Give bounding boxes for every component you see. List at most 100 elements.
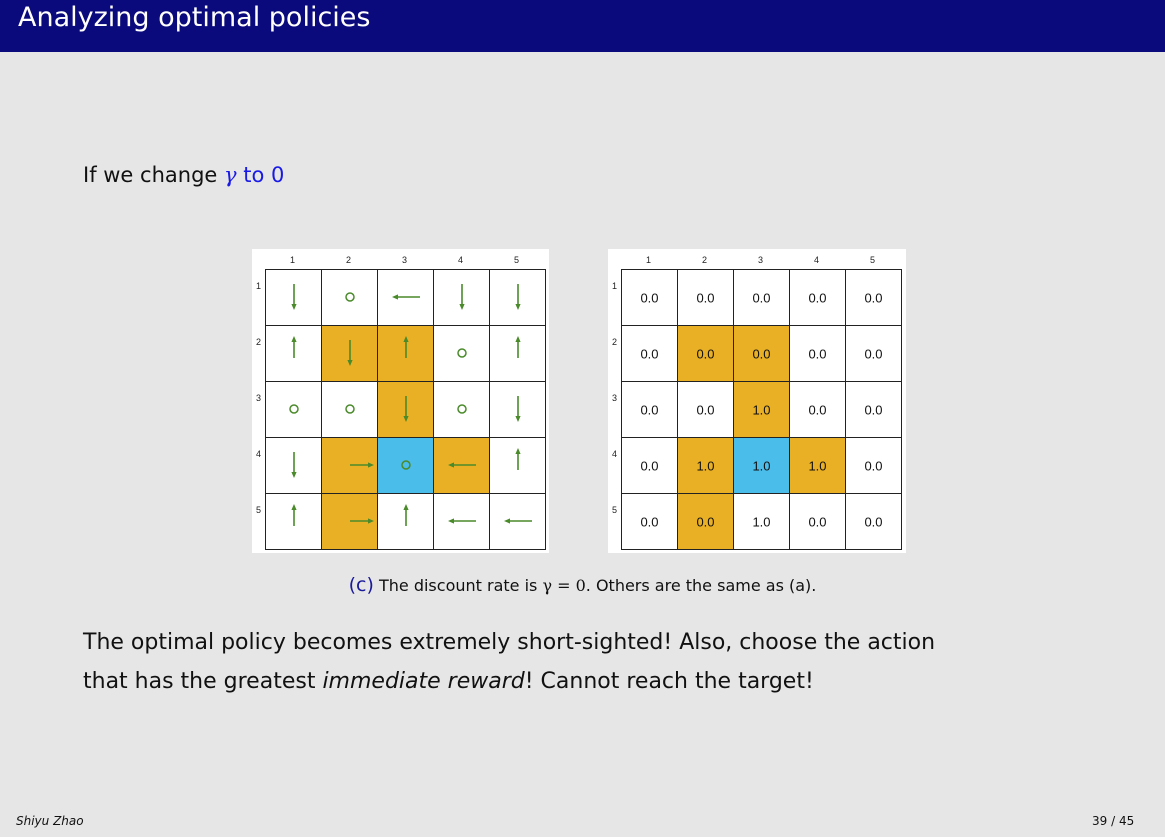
state-value: 0.0 — [808, 514, 827, 529]
state-value: 0.0 — [640, 402, 659, 417]
value-cell-3-5: 0.0 — [845, 381, 902, 438]
value-cell-3-2: 0.0 — [677, 381, 734, 438]
policy-cell-1-5 — [489, 269, 546, 326]
caption-text-before: The discount rate is — [378, 576, 543, 595]
state-value: 0.0 — [696, 290, 715, 305]
arrow-right-icon — [350, 462, 374, 468]
state-value: 0.0 — [864, 458, 883, 473]
body-line-1: The optimal policy becomes extremely sho… — [83, 630, 936, 655]
state-value: 1.0 — [808, 458, 827, 473]
slide-title: Analyzing optimal policies — [18, 2, 371, 33]
policy-cell-5-1 — [265, 493, 322, 550]
state-value: 0.0 — [864, 346, 883, 361]
arrow-down-icon — [291, 452, 297, 478]
arrow-up-icon — [403, 336, 409, 358]
policy-cell-2-2 — [321, 325, 378, 382]
arrow-left-icon — [448, 462, 476, 468]
policy-cell-2-1 — [265, 325, 322, 382]
row-label-4: 4 — [612, 449, 618, 459]
value-cell-2-2: 0.0 — [677, 325, 734, 382]
value-cell-4-4: 1.0 — [789, 437, 846, 494]
policy-grid-panel: 1 2 3 4 5 1 2 3 4 5 — [252, 249, 549, 553]
value-cell-4-1: 0.0 — [621, 437, 678, 494]
intro-text: If we change γ to 0 — [83, 163, 284, 187]
stay-circle-icon — [345, 292, 355, 302]
column-label-4: 4 — [458, 255, 464, 265]
policy-cell-5-2 — [321, 493, 378, 550]
state-value: 0.0 — [640, 514, 659, 529]
policy-cell-4-2 — [321, 437, 378, 494]
body-line-2-after: ! Cannot reach the target! — [524, 669, 814, 694]
state-value: 0.0 — [864, 514, 883, 529]
value-cell-5-5: 0.0 — [845, 493, 902, 550]
state-value: 1.0 — [752, 514, 771, 529]
value-cell-3-4: 0.0 — [789, 381, 846, 438]
policy-cell-1-2 — [321, 269, 378, 326]
state-value: 0.0 — [808, 346, 827, 361]
figure-caption: (c) The discount rate is γ = 0. Others a… — [0, 574, 1165, 596]
body-line-2-before: that has the greatest — [83, 669, 323, 694]
state-value-grid-panel: 0.0 0.0 0.0 0.0 0.0 0.0 0.0 0.0 0.0 0.0 0.0 0.0 1.0 0… — [608, 249, 906, 553]
arrow-up-icon — [515, 336, 521, 358]
arrow-up-icon — [515, 448, 521, 470]
row-label-5: 5 — [256, 505, 262, 515]
column-label-3: 3 — [758, 255, 764, 265]
state-value: 0.0 — [696, 514, 715, 529]
value-cell-4-2: 1.0 — [677, 437, 734, 494]
stay-circle-icon — [289, 404, 299, 414]
state-value: 0.0 — [864, 290, 883, 305]
stay-circle-icon — [457, 404, 467, 414]
row-label-4: 4 — [256, 449, 262, 459]
state-value: 0.0 — [696, 402, 715, 417]
policy-cell-1-3 — [377, 269, 434, 326]
arrow-left-icon — [448, 518, 476, 524]
policy-cell-3-5 — [489, 381, 546, 438]
value-cell-1-4: 0.0 — [789, 269, 846, 326]
value-cell-4-5: 0.0 — [845, 437, 902, 494]
state-value: 0.0 — [696, 346, 715, 361]
policy-cell-2-4 — [433, 325, 490, 382]
value-cell-1-5: 0.0 — [845, 269, 902, 326]
policy-cell-4-5 — [489, 437, 546, 494]
state-value: 0.0 — [808, 290, 827, 305]
value-cell-1-1: 0.0 — [621, 269, 678, 326]
caption-label: (c) — [348, 574, 374, 596]
policy-cell-4-1 — [265, 437, 322, 494]
stay-circle-icon — [457, 348, 467, 358]
value-cell-5-4: 0.0 — [789, 493, 846, 550]
arrow-up-icon — [291, 336, 297, 358]
state-value: 0.0 — [640, 458, 659, 473]
row-label-5: 5 — [612, 505, 618, 515]
arrow-up-icon — [291, 504, 297, 526]
value-cell-2-3: 0.0 — [733, 325, 790, 382]
column-label-1: 1 — [290, 255, 296, 265]
policy-grid — [265, 269, 546, 550]
gamma-symbol: γ — [224, 163, 237, 187]
intro-prefix: If we change — [83, 163, 224, 187]
policy-cell-1-4 — [433, 269, 490, 326]
intro-suffix: to 0 — [243, 163, 285, 187]
value-cell-2-1: 0.0 — [621, 325, 678, 382]
footer-page-number: 39 / 45 — [1092, 814, 1135, 828]
arrow-left-icon — [392, 294, 420, 300]
state-value-grid: 0.0 0.0 0.0 0.0 0.0 0.0 0.0 0.0 0.0 0.0 0.0 0.0 1.0 0… — [621, 269, 902, 550]
arrow-down-icon — [347, 340, 353, 366]
arrow-down-icon — [515, 396, 521, 422]
value-cell-5-2: 0.0 — [677, 493, 734, 550]
policy-cell-5-4 — [433, 493, 490, 550]
value-cell-5-1: 0.0 — [621, 493, 678, 550]
value-cell-2-4: 0.0 — [789, 325, 846, 382]
arrow-down-icon — [515, 284, 521, 310]
body-line-2: that has the greatest immediate reward! … — [83, 662, 1083, 701]
row-label-3: 3 — [612, 393, 618, 403]
column-label-2: 2 — [702, 255, 708, 265]
value-cell-1-2: 0.0 — [677, 269, 734, 326]
row-label-1: 1 — [612, 281, 618, 291]
column-label-5: 5 — [514, 255, 520, 265]
value-cell-2-5: 0.0 — [845, 325, 902, 382]
value-cell-1-3: 0.0 — [733, 269, 790, 326]
arrow-left-icon — [504, 518, 532, 524]
state-value: 0.0 — [752, 290, 771, 305]
state-value: 1.0 — [752, 402, 771, 417]
row-label-1: 1 — [256, 281, 262, 291]
